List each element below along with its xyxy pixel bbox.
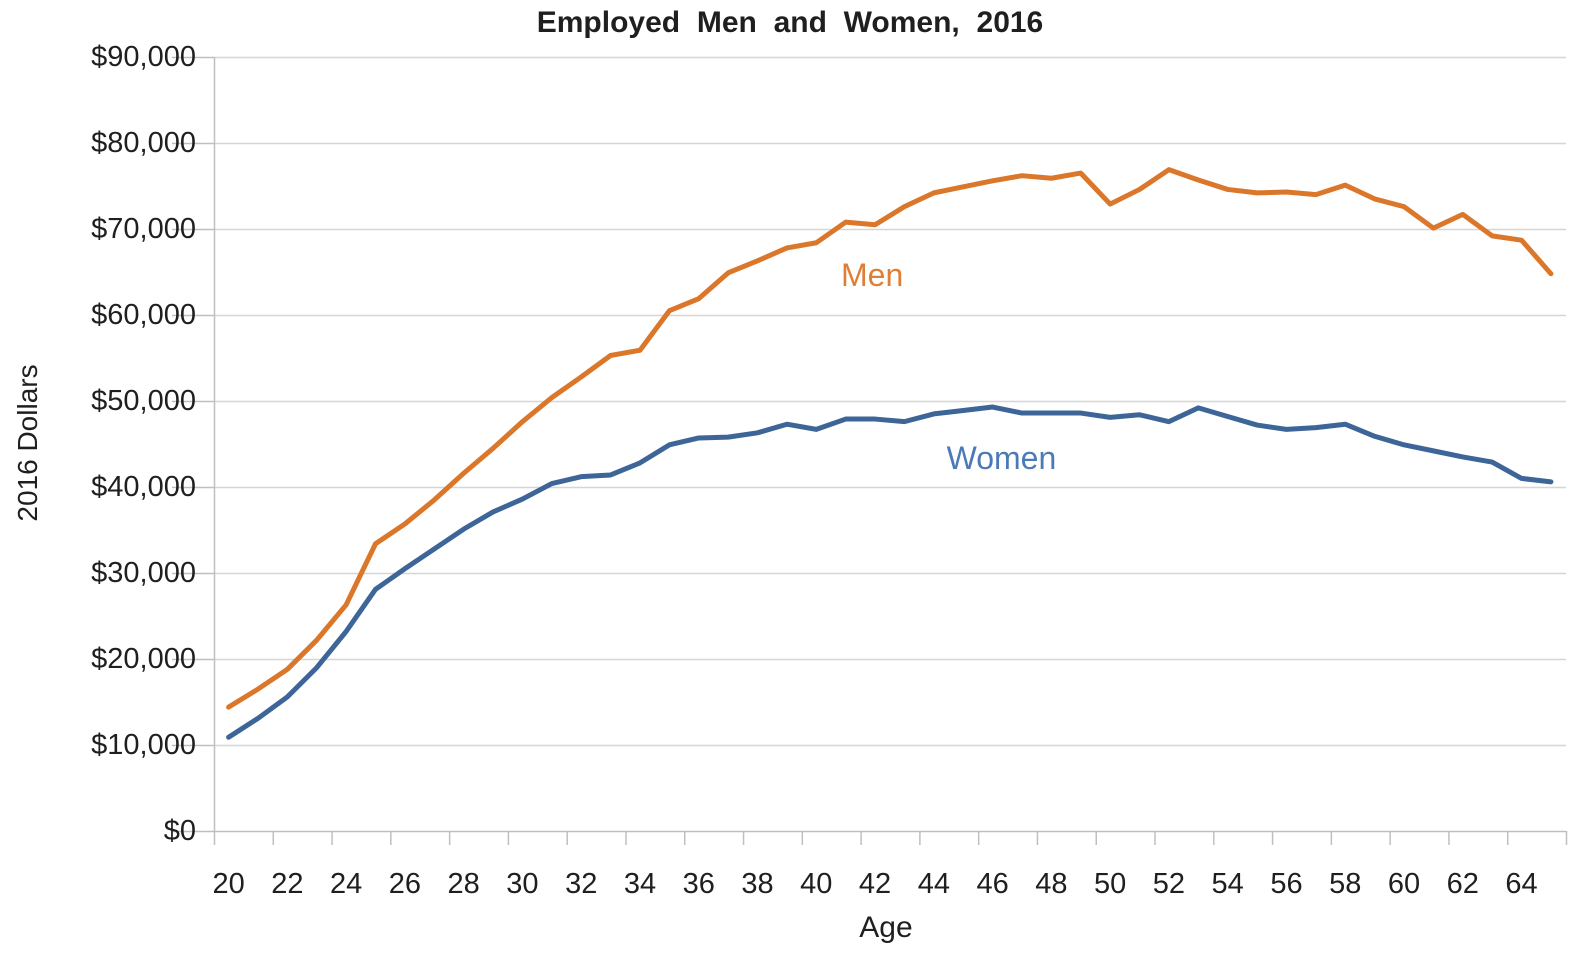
x-tick-label: 42 [858,868,892,900]
y-tick-label: $30,000 [91,557,196,589]
y-tick-label: $0 [163,815,196,847]
y-tick-label: $10,000 [91,729,196,761]
x-axis-title: Age [859,911,913,944]
women-line [226,404,1554,740]
men-series-label: Men [841,257,904,294]
x-tick-label: 52 [1152,868,1186,900]
x-tick-label: 48 [1035,868,1068,900]
women-series-label: Women [946,439,1057,476]
x-tick-label: 64 [1505,868,1538,900]
x-tick-label: 20 [212,868,245,900]
x-tick-label: 62 [1446,868,1479,900]
x-tick-label: 46 [976,868,1009,900]
x-tick-label: 38 [741,868,774,900]
y-tick-label: $80,000 [91,127,196,159]
y-tick-label: $20,000 [91,643,196,675]
x-tick-label: 26 [388,868,422,900]
x-tick-label: 34 [623,868,657,900]
x-tick-label: 56 [1270,868,1303,900]
y-tick-label: $70,000 [91,213,196,245]
x-tick-label: 22 [271,868,304,900]
x-tick-label: 28 [447,868,480,900]
y-tick-label: $60,000 [91,299,196,331]
y-axis-title: 2016 Dollars [12,364,43,522]
x-tick-label: 58 [1329,868,1362,900]
x-tick-label: 30 [506,868,539,900]
x-tick-label: 40 [800,868,833,900]
x-tick-label: 36 [682,868,715,900]
x-tick-label: 24 [329,868,363,900]
x-tick-label: 54 [1211,868,1244,900]
chart-title: Employed Men and Women, 2016 [536,6,1044,39]
x-tick-label: 50 [1094,868,1127,900]
men-line [226,167,1554,710]
x-tick-label: 32 [565,868,598,900]
x-tick-label: 60 [1387,868,1421,900]
y-tick-label: $90,000 [91,41,196,73]
y-tick-label: $50,000 [91,385,196,417]
x-tick-label: 44 [917,868,950,900]
y-tick-label: $40,000 [91,471,196,503]
